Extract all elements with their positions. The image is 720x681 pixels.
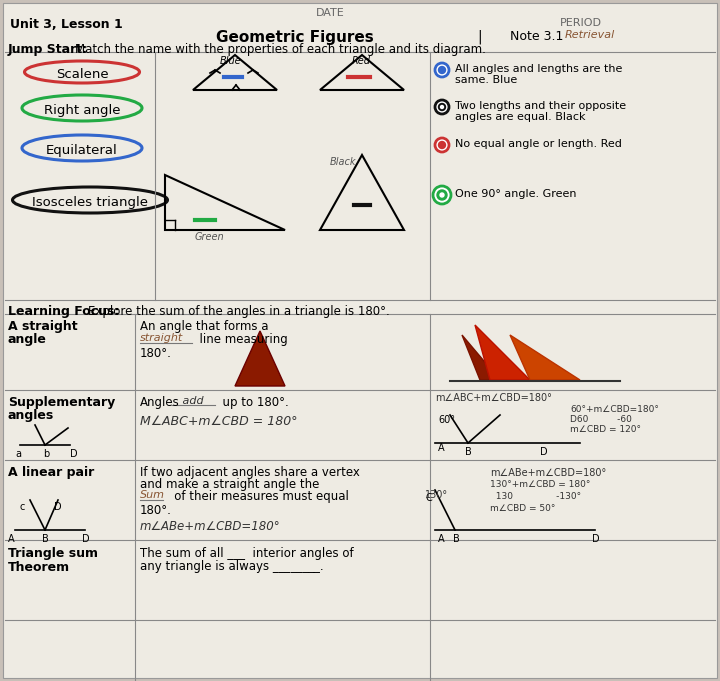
Text: |: | [477,30,482,44]
Circle shape [440,193,444,197]
Circle shape [437,190,447,200]
Text: m∠ABC+m∠CBD=180°: m∠ABC+m∠CBD=180° [435,393,552,403]
Text: D: D [70,449,78,459]
Polygon shape [235,331,285,386]
Text: 60°+m∠CBD=180°: 60°+m∠CBD=180° [570,405,659,414]
Text: a: a [15,449,21,459]
Text: Supplementary: Supplementary [8,396,115,409]
Text: m∠ABe+m∠CBD=180°: m∠ABe+m∠CBD=180° [140,520,281,533]
Text: 130°: 130° [425,490,448,500]
Text: Scalene: Scalene [55,68,108,81]
Text: Learning Focus:: Learning Focus: [8,305,120,318]
Text: 180°.: 180°. [140,504,172,517]
Text: M∠ABC+m∠CBD = 180°: M∠ABC+m∠CBD = 180° [140,415,297,428]
Polygon shape [475,325,530,380]
Text: line measuring: line measuring [192,333,288,346]
FancyBboxPatch shape [3,3,717,678]
Text: Two lengths and their opposite: Two lengths and their opposite [455,101,626,111]
Text: Geometric Figures: Geometric Figures [216,30,374,45]
Text: angles: angles [8,409,54,422]
Text: A: A [438,534,445,544]
Text: add: add [172,396,214,406]
Text: DATE: DATE [315,8,344,18]
Text: same. Blue: same. Blue [455,75,517,85]
Text: Angles: Angles [140,396,180,409]
Text: angle: angle [8,333,47,346]
Text: Sum: Sum [140,490,165,500]
Text: Match the name with the properties of each triangle and its diagram.: Match the name with the properties of ea… [75,43,486,56]
Text: straight: straight [140,333,184,343]
Text: Unit 3, Lesson 1: Unit 3, Lesson 1 [10,18,122,31]
Circle shape [435,63,449,77]
Circle shape [435,138,449,152]
Text: c: c [20,502,25,512]
Text: D60          -60: D60 -60 [570,415,632,424]
Circle shape [433,186,451,204]
Text: m∠CBD = 120°: m∠CBD = 120° [570,425,641,434]
Text: D: D [54,502,62,512]
Text: Note 3.1: Note 3.1 [510,30,563,43]
Text: B: B [42,534,49,544]
Text: 130               -130°: 130 -130° [490,492,581,501]
Text: Theorem: Theorem [8,561,70,574]
Text: B: B [465,447,472,457]
Text: m∠ABe+m∠CBD=180°: m∠ABe+m∠CBD=180° [490,468,606,478]
Text: All angles and lengths are the: All angles and lengths are the [455,64,622,74]
Circle shape [441,106,444,108]
Text: 60°: 60° [438,415,455,425]
Text: Black: Black [330,157,356,167]
Text: Isosceles triangle: Isosceles triangle [32,196,148,209]
Polygon shape [510,335,580,380]
Text: If two adjacent angles share a vertex: If two adjacent angles share a vertex [140,466,360,479]
Text: Blue: Blue [220,56,242,66]
Text: A linear pair: A linear pair [8,466,94,479]
Text: 130°+m∠CBD = 180°: 130°+m∠CBD = 180° [490,480,590,489]
Circle shape [435,100,449,114]
Text: any triangle is always ________.: any triangle is always ________. [140,560,323,573]
Text: Retrieval: Retrieval [565,30,616,40]
Text: B: B [453,534,460,544]
Circle shape [438,67,446,74]
Text: 180°.: 180°. [140,347,172,360]
Circle shape [438,104,446,110]
Text: Triangle sum: Triangle sum [8,547,98,560]
Text: Red: Red [352,56,371,66]
Text: Green: Green [195,232,225,242]
Text: Explore the sum of the angles in a triangle is 180°.: Explore the sum of the angles in a trian… [88,305,390,318]
Circle shape [438,142,446,148]
Text: C: C [426,493,433,503]
Text: up to 180°.: up to 180°. [215,396,289,409]
Text: Jump Start:: Jump Start: [8,43,88,56]
Polygon shape [462,335,500,380]
Text: D: D [540,447,548,457]
Text: D: D [592,534,600,544]
Text: angles are equal. Black: angles are equal. Black [455,112,585,122]
Text: m∠CBD = 50°: m∠CBD = 50° [490,504,555,513]
Text: An angle that forms a: An angle that forms a [140,320,269,333]
Text: of their measures must equal: of their measures must equal [163,490,349,503]
Text: No equal angle or length. Red: No equal angle or length. Red [455,139,622,149]
Text: and make a straight angle the: and make a straight angle the [140,478,320,491]
Text: One 90° angle. Green: One 90° angle. Green [455,189,577,199]
Text: PERIOD: PERIOD [560,18,602,28]
Text: A straight: A straight [8,320,78,333]
Text: A: A [438,443,445,453]
Text: Equilateral: Equilateral [46,144,118,157]
Text: D: D [82,534,89,544]
Text: A: A [8,534,14,544]
Text: The sum of all ___  interior angles of: The sum of all ___ interior angles of [140,547,354,560]
Text: b: b [43,449,49,459]
Text: Right angle: Right angle [44,104,120,117]
